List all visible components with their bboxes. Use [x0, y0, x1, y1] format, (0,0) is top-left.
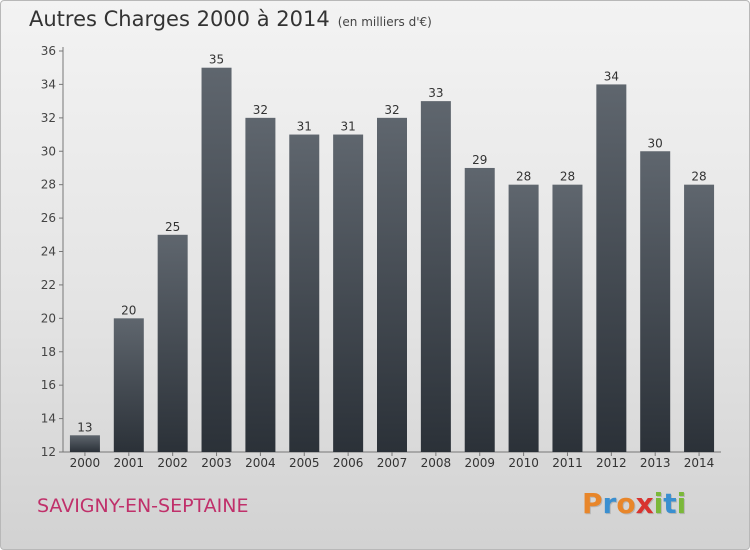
value-label-2010: 28 — [516, 170, 531, 184]
value-label-2006: 31 — [340, 120, 355, 134]
bar-2004 — [245, 117, 276, 452]
y-tick-label: 34 — [41, 77, 56, 91]
chart-title: Autres Charges 2000 à 2014 (en milliers d… — [29, 7, 432, 31]
proxiti-logo: Proxiti — [582, 487, 686, 520]
value-label-2003: 35 — [209, 53, 224, 67]
bar-2011 — [552, 184, 583, 452]
y-tick-label: 20 — [41, 311, 56, 325]
x-tick-label-2010: 2010 — [508, 456, 539, 470]
chart-labels: 2000 13 2001 20 2002 25 2003 35 2004 32 2005 31 2006… — [70, 53, 715, 470]
x-tick-label-2005: 2005 — [289, 456, 320, 470]
bar-2000 — [69, 435, 100, 452]
bar-2013 — [640, 151, 671, 452]
x-tick-label-2006: 2006 — [333, 456, 364, 470]
value-label-2000: 13 — [77, 420, 92, 434]
chart-title-text: Autres Charges 2000 à 2014 — [29, 7, 330, 31]
city-name: SAVIGNY-EN-SEPTAINE — [37, 495, 249, 517]
x-tick-label-2002: 2002 — [157, 456, 188, 470]
x-tick-label-2001: 2001 — [114, 456, 145, 470]
logo-letter: i — [653, 487, 664, 520]
value-label-2001: 20 — [121, 303, 136, 317]
logo-letter: r — [602, 487, 617, 520]
y-tick-label: 12 — [41, 445, 56, 459]
logo-letter: x — [635, 487, 654, 520]
chart-axes: 12 14 16 18 20 22 24 26 28 30 32 34 36 — [41, 44, 721, 459]
y-tick-label: 36 — [41, 44, 56, 58]
y-tick-label: 24 — [41, 245, 56, 259]
bar-2002 — [157, 234, 188, 452]
chart-subtitle: (en milliers d'€) — [337, 15, 432, 29]
y-tick-label: 30 — [41, 144, 56, 158]
bar-2008 — [420, 101, 451, 452]
value-label-2005: 31 — [297, 120, 312, 134]
bar-2001 — [113, 318, 144, 452]
bar-2012 — [596, 84, 627, 453]
y-tick-label: 22 — [41, 278, 56, 292]
value-label-2012: 34 — [604, 69, 619, 83]
bar-2006 — [333, 134, 364, 452]
value-label-2011: 28 — [560, 170, 575, 184]
x-tick-label-2003: 2003 — [201, 456, 232, 470]
chart-bars — [69, 67, 715, 453]
bar-2010 — [508, 184, 539, 452]
x-tick-label-2011: 2011 — [552, 456, 583, 470]
y-tick-label: 32 — [41, 111, 56, 125]
value-label-2013: 30 — [648, 136, 663, 150]
x-tick-label-2014: 2014 — [684, 456, 715, 470]
x-tick-label-2008: 2008 — [421, 456, 452, 470]
x-tick-label-2009: 2009 — [464, 456, 495, 470]
bar-2014 — [684, 184, 715, 452]
value-label-2008: 33 — [428, 86, 443, 100]
value-label-2009: 29 — [472, 153, 487, 167]
bar-2005 — [289, 134, 320, 452]
bar-2009 — [464, 167, 495, 453]
logo-letter: i — [676, 487, 687, 520]
x-tick-label-2000: 2000 — [70, 456, 101, 470]
x-tick-label-2013: 2013 — [640, 456, 671, 470]
x-tick-label-2012: 2012 — [596, 456, 627, 470]
value-label-2007: 32 — [384, 103, 399, 117]
y-tick-label: 14 — [41, 412, 56, 426]
value-label-2004: 32 — [253, 103, 268, 117]
logo-letter: o — [616, 487, 636, 520]
x-tick-label-2007: 2007 — [377, 456, 408, 470]
x-tick-label-2004: 2004 — [245, 456, 276, 470]
y-tick-label: 26 — [41, 211, 56, 225]
y-tick-label: 18 — [41, 345, 56, 359]
bar-2003 — [201, 67, 232, 452]
y-tick-label: 16 — [41, 378, 56, 392]
value-label-2002: 25 — [165, 220, 180, 234]
value-label-2014: 28 — [691, 170, 706, 184]
logo-letter: P — [582, 487, 603, 520]
bar-2007 — [377, 117, 407, 452]
y-tick-label: 28 — [41, 178, 56, 192]
logo-letter: t — [663, 487, 677, 520]
